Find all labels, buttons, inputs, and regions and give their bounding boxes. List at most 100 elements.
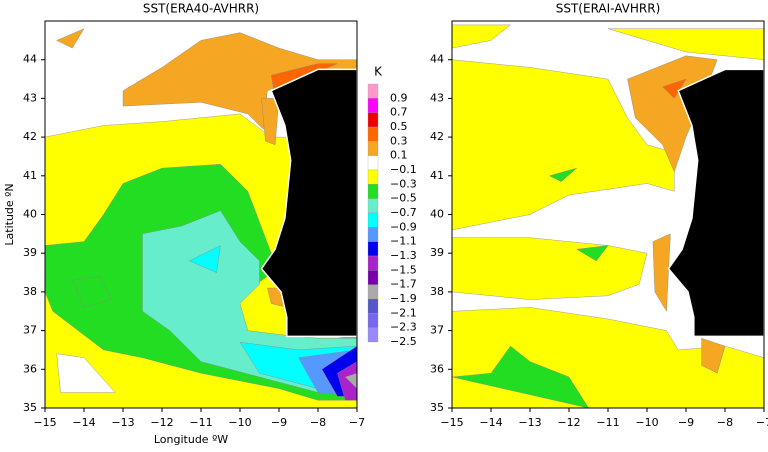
colorbar-box [367,198,379,214]
land [667,68,764,338]
x-tick-label: −9 [271,416,287,429]
y-tick-label: 40 [430,208,444,221]
colorbar-box [367,112,379,128]
y-tick-label: 44 [430,53,444,66]
x-tick-label: −11 [596,416,619,429]
colorbar-label: −1.1 [390,235,417,248]
y-tick-label: 38 [23,285,37,298]
colorbar-label: −2.5 [390,335,417,348]
contour-region [548,167,577,182]
x-tick-label: −10 [635,416,658,429]
colorbar-box [367,184,379,199]
colorbar-box [367,126,379,142]
colorbar-box [367,98,379,113]
y-tick-label: 44 [23,53,37,66]
y-tick-label: 40 [23,208,37,221]
chart-title: SST(ERA40-AVHRR) [143,2,259,16]
x-tick-label: −12 [557,416,580,429]
contour-region [261,98,280,146]
contour-region [452,345,589,408]
contour-region [607,28,764,60]
y-tick-label: 36 [430,362,444,375]
colorbar-label: 0.5 [390,120,408,133]
colorbar-box [367,255,379,271]
colorbar-label: −0.3 [390,177,417,190]
colorbar-label: −1.9 [390,292,417,305]
x-tick-label: −8 [310,416,326,429]
x-tick-label: −11 [189,416,212,429]
colorbar-box [367,155,379,171]
colorbar-box [367,313,379,328]
y-tick-label: 35 [430,401,444,414]
chart-title: SST(ERAI-AVHRR) [556,2,661,16]
colorbar-label: −0.5 [390,192,417,205]
colorbar-box [367,169,379,185]
contour-region [652,233,671,312]
colorbar-label: −2.1 [390,306,417,319]
contour-region [56,353,116,393]
colorbar-box [367,270,379,285]
colorbar-box [367,327,379,343]
colorbar-box [367,241,379,257]
y-tick-label: 41 [23,169,37,182]
x-tick-label: −13 [518,416,541,429]
x-tick-label: −14 [72,416,95,429]
colorbar-label: −1.5 [390,263,417,276]
y-tick-label: 39 [23,246,37,259]
colorbar-label: −0.7 [390,206,417,219]
colorbar-label: 0.1 [390,149,408,162]
y-tick-label: 35 [23,401,37,414]
y-tick-label: 43 [430,91,444,104]
x-tick-label: −9 [678,416,694,429]
x-tick-label: −12 [150,416,173,429]
y-tick-label: 37 [23,324,37,337]
colorbar-box [367,284,379,300]
colorbar-label: 0.3 [390,134,408,147]
y-tick-label: 41 [430,169,444,182]
contour-region [72,276,112,308]
colorbar-label: −2.3 [390,321,417,334]
colorbar-label: −1.7 [390,278,417,291]
contour-region [576,245,609,262]
colorbar-box [367,83,379,99]
contour-region [56,28,85,49]
contour-region [337,361,357,401]
contour-region [662,78,687,99]
contour-region [122,32,357,130]
y-tick-label: 36 [23,362,37,375]
x-tick-label: −8 [717,416,733,429]
x-tick-label: −14 [479,416,502,429]
x-tick-label: −10 [228,416,251,429]
y-tick-label: 38 [430,285,444,298]
contour-region [452,24,512,49]
colorbar-box [367,141,379,156]
y-tick-label: 42 [23,130,37,143]
x-tick-label: −15 [440,416,463,429]
y-tick-label: 39 [430,246,444,259]
colorbar-box [367,298,379,314]
colorbar-label: −0.9 [390,220,417,233]
contour-region [701,338,726,374]
y-tick-label: 43 [23,91,37,104]
colorbar-label: 0.7 [390,106,408,119]
x-tick-label: −15 [33,416,56,429]
colorbar-label: −1.3 [390,249,417,262]
x-axis-label: Longitude ºW [154,433,228,446]
colorbar-label: 0.9 [390,91,408,104]
x-tick-label: −7 [756,416,768,429]
contour-region [344,372,357,389]
y-tick-label: 37 [430,324,444,337]
y-axis-label: Latitude ºN [3,183,16,245]
plot-area [452,21,764,408]
colorbar-box [367,212,379,228]
x-tick-label: −13 [111,416,134,429]
land [260,68,357,338]
y-tick-label: 42 [430,130,444,143]
colorbar-box [367,227,379,242]
x-tick-label: −7 [349,416,365,429]
colorbar-title: K [374,65,383,79]
plot-area [45,21,357,408]
contour-region [188,245,221,273]
